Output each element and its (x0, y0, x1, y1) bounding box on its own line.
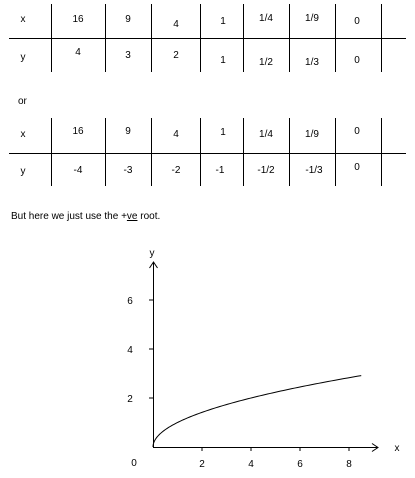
table-cell: 1 (220, 127, 226, 138)
table-cell: 1/3 (305, 57, 319, 68)
x-tick-label: 4 (248, 459, 254, 470)
caption-underlined: ve (126, 211, 138, 222)
table-cell: -1 (215, 165, 225, 176)
table-cell: 16 (72, 126, 84, 137)
table-cell: 1/9 (305, 129, 319, 140)
table-cell: 0 (354, 55, 360, 66)
row-label-x: x (20, 129, 26, 140)
table-cell: 1/2 (259, 57, 273, 68)
table-cell: 4 (173, 19, 179, 30)
series-line-0 (152, 375, 362, 448)
table-cell: 0 (354, 126, 360, 137)
x-tick-label: 6 (297, 459, 303, 470)
x-tick-label: 8 (346, 459, 352, 470)
table-cell: 1 (220, 16, 226, 27)
table-cell: -1/3 (305, 165, 323, 176)
table-cell: -1/2 (257, 165, 275, 176)
or-text: or (18, 96, 27, 107)
caption-text-end: root. (137, 211, 161, 222)
tables-grid (9, 4, 406, 186)
row-label-y: y (20, 166, 26, 177)
row-label-x: x (20, 14, 26, 25)
table-cell: 3 (125, 50, 131, 61)
origin-label: 0 (131, 458, 137, 469)
table-cell: 4 (75, 47, 81, 58)
table-cell: 1 (220, 55, 226, 66)
x-axis-arrow (371, 443, 379, 452)
table-cell: 9 (125, 126, 131, 137)
table-1-lines (9, 4, 406, 72)
table-cell: 2 (173, 50, 179, 61)
table-cell: -2 (171, 165, 181, 176)
y-axis-label: y (150, 248, 155, 259)
table-cell: 4 (173, 129, 179, 140)
caption-text: But here we just use the + (11, 211, 127, 222)
table-cell: -4 (73, 165, 83, 176)
table-cell: 9 (125, 14, 131, 25)
y-tick-label: 4 (127, 345, 133, 356)
y-tick-label: 6 (127, 296, 133, 307)
table-cell: 1/4 (259, 13, 273, 24)
y-tick-label: 2 (127, 394, 133, 405)
table-cell: 0 (354, 162, 360, 173)
y-axis-arrow (149, 261, 158, 269)
row-label-y: y (20, 52, 26, 63)
table-cell: 16 (72, 14, 84, 25)
caption: But here we just use the +ve root. (11, 211, 160, 223)
x-tick-label: 2 (199, 459, 205, 470)
table-cell: 0 (354, 16, 360, 27)
x-axis-label: x (395, 443, 400, 454)
table-cell: -3 (123, 165, 133, 176)
table-cell: 1/9 (305, 13, 319, 24)
table-cell: 1/4 (259, 129, 273, 140)
table-2-lines (9, 118, 406, 186)
